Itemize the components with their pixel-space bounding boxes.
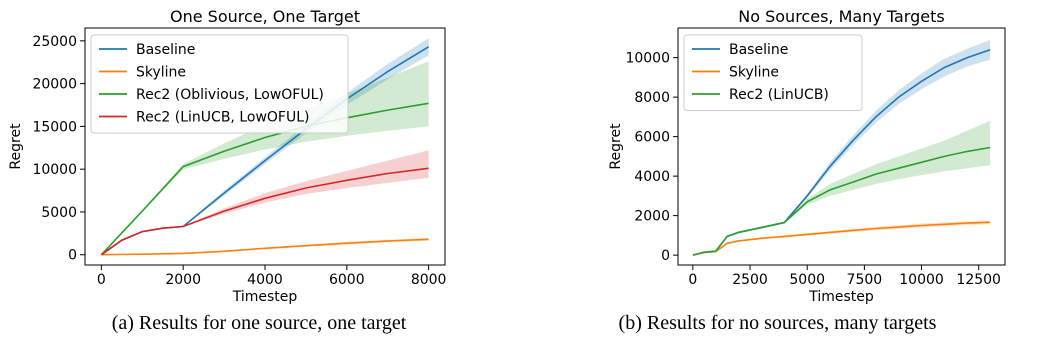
chart-one-source-one-target: One Source, One Target 0 2000 4000 6000 8000 0… xyxy=(8,7,447,305)
y-axis-label: Regret xyxy=(8,123,24,170)
x-axis-label: Timestep xyxy=(232,289,298,305)
x-tick-label: 0 xyxy=(688,272,697,288)
band-skyline xyxy=(101,237,429,255)
x-axis-label: Timestep xyxy=(808,289,874,305)
chart-title: One Source, One Target xyxy=(170,7,360,26)
y-axis-label: Regret xyxy=(608,123,624,170)
y-tick-label: 4000 xyxy=(634,169,670,185)
chart-panel-no-sources-many-targets: No Sources, Many Targets 0 2500 5000 7500 100… xyxy=(518,0,1037,347)
band-baseline xyxy=(101,38,429,255)
chart-panel-one-source-one-target: One Source, One Target 0 2000 4000 6000 8000 0… xyxy=(0,0,518,347)
y-tick-label: 15000 xyxy=(32,119,77,135)
line-skyline xyxy=(101,238,429,256)
line-rec2-linucb xyxy=(692,146,991,256)
x-tick-label: 8000 xyxy=(411,272,447,288)
line-rec2-oblivious-lowoful xyxy=(100,102,429,256)
x-tick-label: 7500 xyxy=(847,272,883,288)
y-tick-label: 5000 xyxy=(41,205,77,221)
band-rec2-linucb-lowoful xyxy=(101,150,429,255)
legend-label-baseline: Baseline xyxy=(729,42,788,58)
y-tick-label: 0 xyxy=(661,248,670,264)
y-tick-label: 20000 xyxy=(32,77,77,93)
caption-a: (a) Results for one source, one target xyxy=(111,312,407,334)
y-tick-label: 10000 xyxy=(625,51,670,67)
y-tick-label: 0 xyxy=(68,248,77,264)
legend-box xyxy=(90,34,349,134)
caption-b: (b) Results for no sources, many targets xyxy=(618,312,937,334)
y-tick-label: 2000 xyxy=(634,209,670,225)
chart-no-sources-many-targets: No Sources, Many Targets 0 2500 5000 7500 100… xyxy=(608,7,1006,305)
legend-box xyxy=(683,34,863,111)
y-tick-label: 25000 xyxy=(32,34,77,50)
x-tick-label: 5000 xyxy=(789,272,825,288)
line-skyline xyxy=(692,221,991,256)
x-tick-label: 12500 xyxy=(956,272,1001,288)
y-tick-label: 6000 xyxy=(634,130,670,146)
x-tick-label: 6000 xyxy=(329,272,365,288)
legend-label-skyline: Skyline xyxy=(136,65,186,81)
x-tick-label: 2000 xyxy=(165,272,201,288)
band-rec2-linucb xyxy=(692,120,991,256)
plot-frame xyxy=(677,27,1006,266)
legend-label-rec2-linucb: Rec2 (LinUCB) xyxy=(729,87,829,103)
legend-label-skyline: Skyline xyxy=(729,65,779,81)
legend-label-rec2-oblivious-lowoful: Rec2 (Oblivious, LowOFUL) xyxy=(136,87,324,103)
legend-label-baseline: Baseline xyxy=(136,42,195,58)
band-skyline xyxy=(692,220,991,256)
line-rec2-linucb-lowoful xyxy=(100,167,429,256)
legend-label-rec2-linucb-lowoful: Rec2 (LinUCB, LowOFUL) xyxy=(136,110,309,126)
legend: Baseline Skyline Rec2 (LinUCB) xyxy=(683,34,863,111)
x-tick-label: 10000 xyxy=(899,272,944,288)
y-tick-label: 8000 xyxy=(634,90,670,106)
legend: Baseline Skyline Rec2 (Oblivious, LowOFUL)… xyxy=(90,34,349,134)
x-tick-label: 0 xyxy=(97,272,106,288)
chart-title: No Sources, Many Targets xyxy=(738,7,944,26)
y-tick-label: 10000 xyxy=(32,162,77,178)
x-tick-label: 4000 xyxy=(247,272,283,288)
x-tick-label: 2500 xyxy=(732,272,768,288)
